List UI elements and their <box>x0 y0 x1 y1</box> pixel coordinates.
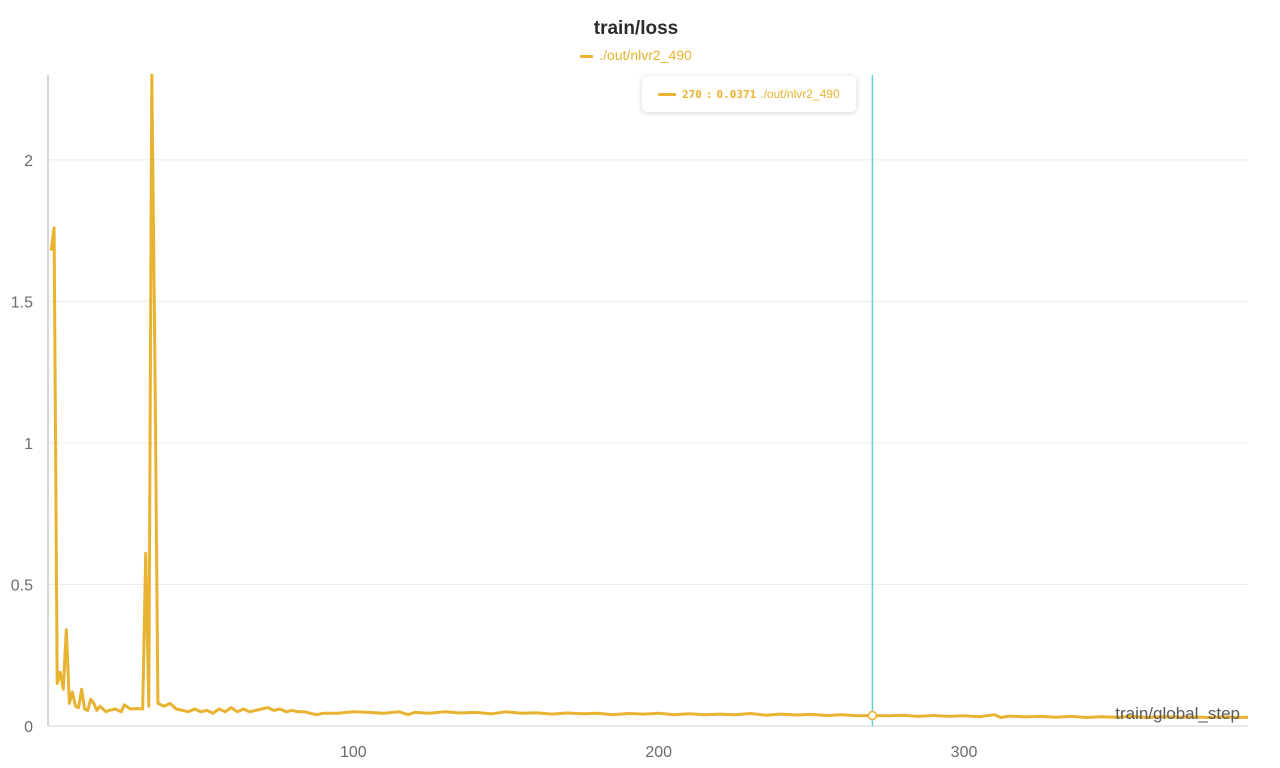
series-group <box>49 73 1249 719</box>
x-tick-label: 300 <box>951 744 978 761</box>
x-tick-labels: 100 200 300 <box>340 744 977 761</box>
y-tick-label: 1.5 <box>11 294 33 311</box>
tooltip-swatch <box>658 92 676 96</box>
y-tick-label: 1 <box>24 436 33 453</box>
x-axis-label: train/global_step <box>1115 704 1240 723</box>
legend[interactable]: ./out/nlvr2_490 <box>0 47 1272 63</box>
y-tick-label: 2 <box>24 153 33 170</box>
tooltip-colon: : <box>705 87 713 101</box>
y-tick-labels: 0 0.5 1 1.5 2 <box>11 153 33 736</box>
y-tick-label: 0 <box>24 719 33 736</box>
tooltip-y: 0.0371 <box>716 87 757 101</box>
x-tick-label: 200 <box>645 744 672 761</box>
grid-lines <box>48 159 1248 585</box>
axes <box>47 75 1248 727</box>
series-line[interactable] <box>49 73 1249 719</box>
tooltip-x: 270 <box>682 87 702 101</box>
legend-swatch <box>580 54 594 58</box>
hover-point <box>867 710 878 721</box>
tooltip-series-name: ./out/nlvr2_490 <box>760 87 840 101</box>
x-tick-label: 100 <box>340 744 367 761</box>
chart-title: train/loss <box>593 18 679 39</box>
y-tick-label: 0.5 <box>11 577 33 594</box>
legend-series-label: ./out/nlvr2_490 <box>599 47 692 63</box>
hover-tooltip: 270 : 0.0371 ./out/nlvr2_490 <box>642 76 856 112</box>
hover-cursor <box>867 75 878 726</box>
